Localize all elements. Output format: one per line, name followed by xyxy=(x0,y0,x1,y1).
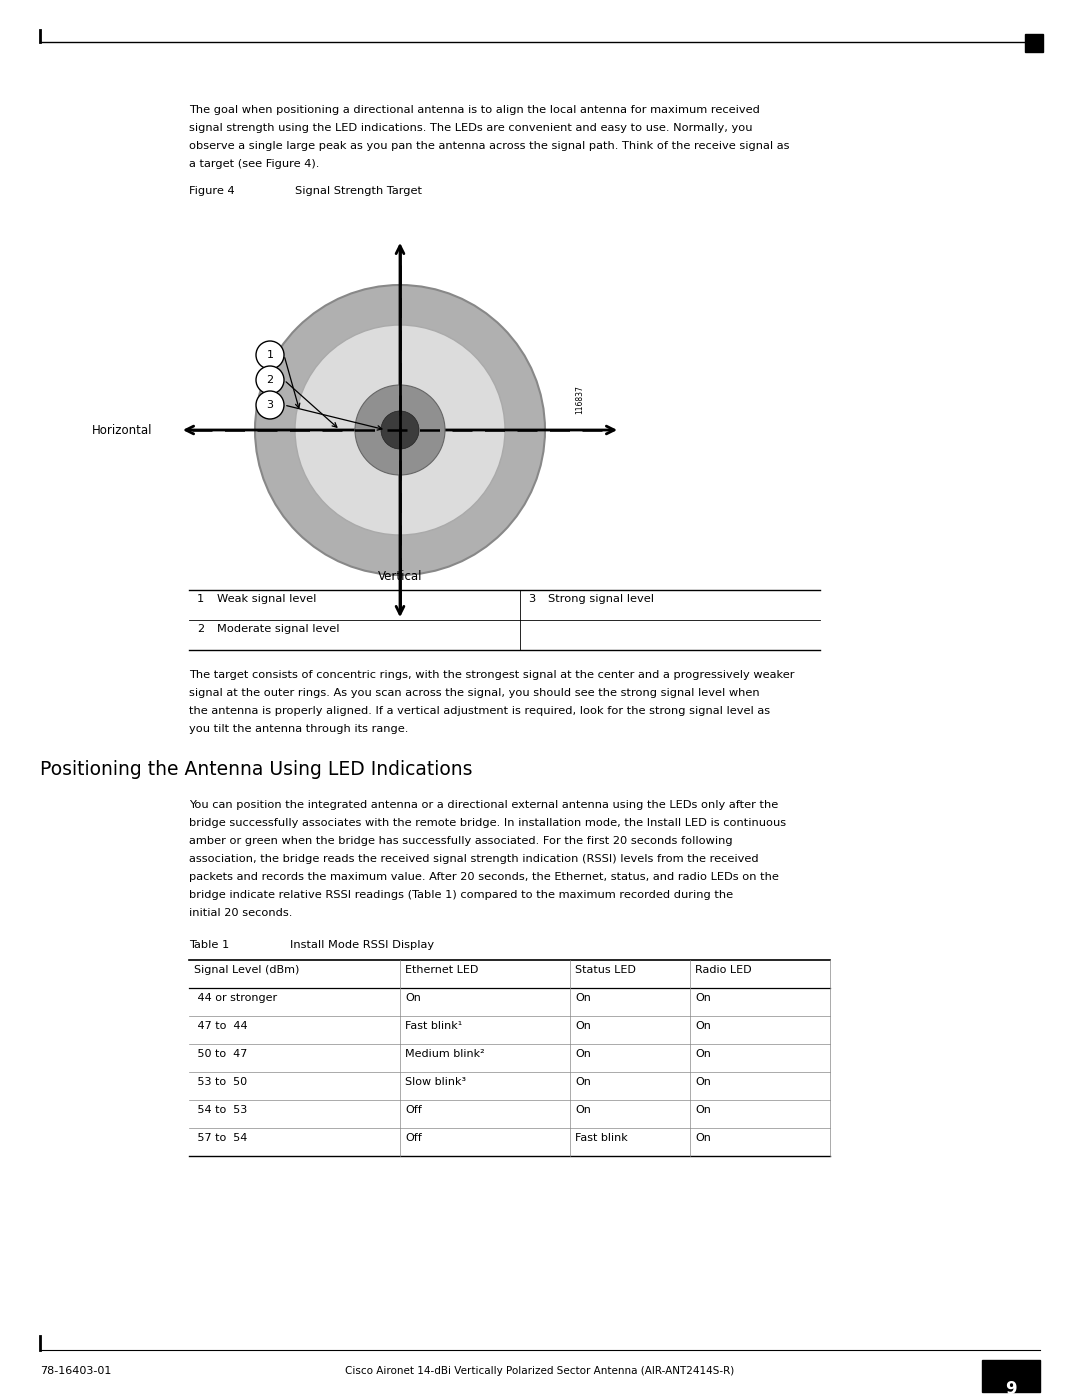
Text: Off: Off xyxy=(405,1133,422,1143)
Ellipse shape xyxy=(256,366,284,394)
Text: bridge indicate relative RSSI readings (Table 1) compared to the maximum recorde: bridge indicate relative RSSI readings (… xyxy=(189,890,733,900)
Text: Radio LED: Radio LED xyxy=(696,965,752,975)
Ellipse shape xyxy=(381,411,419,448)
Text: Vertical: Vertical xyxy=(378,570,422,583)
Text: Table 1: Table 1 xyxy=(189,940,229,950)
Text: The target consists of concentric rings, with the strongest signal at the center: The target consists of concentric rings,… xyxy=(189,671,795,680)
Text: 53 to  50: 53 to 50 xyxy=(194,1077,247,1087)
Text: On: On xyxy=(696,1077,711,1087)
Text: the antenna is properly aligned. If a vertical adjustment is required, look for : the antenna is properly aligned. If a ve… xyxy=(189,705,770,717)
Text: Signal Strength Target: Signal Strength Target xyxy=(295,186,422,196)
Text: 3: 3 xyxy=(528,594,536,604)
Text: On: On xyxy=(575,1021,591,1031)
Text: Fast blink: Fast blink xyxy=(575,1133,627,1143)
Text: a target (see Figure 4).: a target (see Figure 4). xyxy=(189,159,320,169)
Text: bridge successfully associates with the remote bridge. In installation mode, the: bridge successfully associates with the … xyxy=(189,819,786,828)
Text: observe a single large peak as you pan the antenna across the signal path. Think: observe a single large peak as you pan t… xyxy=(189,141,789,151)
Text: 47 to  44: 47 to 44 xyxy=(194,1021,247,1031)
Text: 2: 2 xyxy=(267,374,273,386)
Ellipse shape xyxy=(355,386,445,475)
Text: Figure 4: Figure 4 xyxy=(189,186,234,196)
Text: On: On xyxy=(575,1077,591,1087)
Text: signal strength using the LED indications. The LEDs are convenient and easy to u: signal strength using the LED indication… xyxy=(189,123,753,133)
Text: you tilt the antenna through its range.: you tilt the antenna through its range. xyxy=(189,724,408,733)
Ellipse shape xyxy=(255,285,545,576)
Text: 116837: 116837 xyxy=(575,386,584,415)
Text: signal at the outer rings. As you scan across the signal, you should see the str: signal at the outer rings. As you scan a… xyxy=(189,687,759,698)
Text: 44 or stronger: 44 or stronger xyxy=(194,993,278,1003)
Text: amber or green when the bridge has successfully associated. For the first 20 sec: amber or green when the bridge has succe… xyxy=(189,835,732,847)
Text: Slow blink³: Slow blink³ xyxy=(405,1077,467,1087)
Text: Medium blink²: Medium blink² xyxy=(405,1049,485,1059)
Text: 78-16403-01: 78-16403-01 xyxy=(40,1366,111,1376)
Bar xyxy=(982,1361,1040,1391)
Text: Strong signal level: Strong signal level xyxy=(548,594,654,604)
Text: On: On xyxy=(696,1021,711,1031)
Text: Install Mode RSSI Display: Install Mode RSSI Display xyxy=(291,940,434,950)
Text: On: On xyxy=(696,1105,711,1115)
Text: On: On xyxy=(575,993,591,1003)
Text: Ethernet LED: Ethernet LED xyxy=(405,965,478,975)
Ellipse shape xyxy=(295,326,505,535)
Text: Moderate signal level: Moderate signal level xyxy=(217,624,339,634)
Text: 9: 9 xyxy=(1005,1380,1016,1397)
Text: 3: 3 xyxy=(267,400,273,409)
Text: On: On xyxy=(696,1133,711,1143)
Text: You can position the integrated antenna or a directional external antenna using : You can position the integrated antenna … xyxy=(189,800,779,810)
Text: On: On xyxy=(575,1105,591,1115)
Text: initial 20 seconds.: initial 20 seconds. xyxy=(189,908,293,918)
Text: Weak signal level: Weak signal level xyxy=(217,594,316,604)
Text: Status LED: Status LED xyxy=(575,965,636,975)
Text: Horizontal: Horizontal xyxy=(92,423,152,436)
Ellipse shape xyxy=(256,341,284,369)
Text: 54 to  53: 54 to 53 xyxy=(194,1105,247,1115)
Text: On: On xyxy=(696,1049,711,1059)
Text: 50 to  47: 50 to 47 xyxy=(194,1049,247,1059)
Bar xyxy=(1025,34,1043,52)
Text: 1: 1 xyxy=(267,351,273,360)
Ellipse shape xyxy=(256,391,284,419)
Text: Fast blink¹: Fast blink¹ xyxy=(405,1021,462,1031)
Text: 1: 1 xyxy=(197,594,204,604)
Text: 57 to  54: 57 to 54 xyxy=(194,1133,247,1143)
Text: Cisco Aironet 14-dBi Vertically Polarized Sector Antenna (AIR-ANT2414S-R): Cisco Aironet 14-dBi Vertically Polarize… xyxy=(346,1366,734,1376)
Text: The goal when positioning a directional antenna is to align the local antenna fo: The goal when positioning a directional … xyxy=(189,105,760,115)
Text: Off: Off xyxy=(405,1105,422,1115)
Text: Positioning the Antenna Using LED Indications: Positioning the Antenna Using LED Indica… xyxy=(40,760,473,780)
Text: On: On xyxy=(696,993,711,1003)
Text: 2: 2 xyxy=(197,624,204,634)
Text: packets and records the maximum value. After 20 seconds, the Ethernet, status, a: packets and records the maximum value. A… xyxy=(189,872,779,882)
Text: On: On xyxy=(405,993,421,1003)
Text: Signal Level (dBm): Signal Level (dBm) xyxy=(194,965,299,975)
Text: On: On xyxy=(575,1049,591,1059)
Text: association, the bridge reads the received signal strength indication (RSSI) lev: association, the bridge reads the receiv… xyxy=(189,854,758,863)
